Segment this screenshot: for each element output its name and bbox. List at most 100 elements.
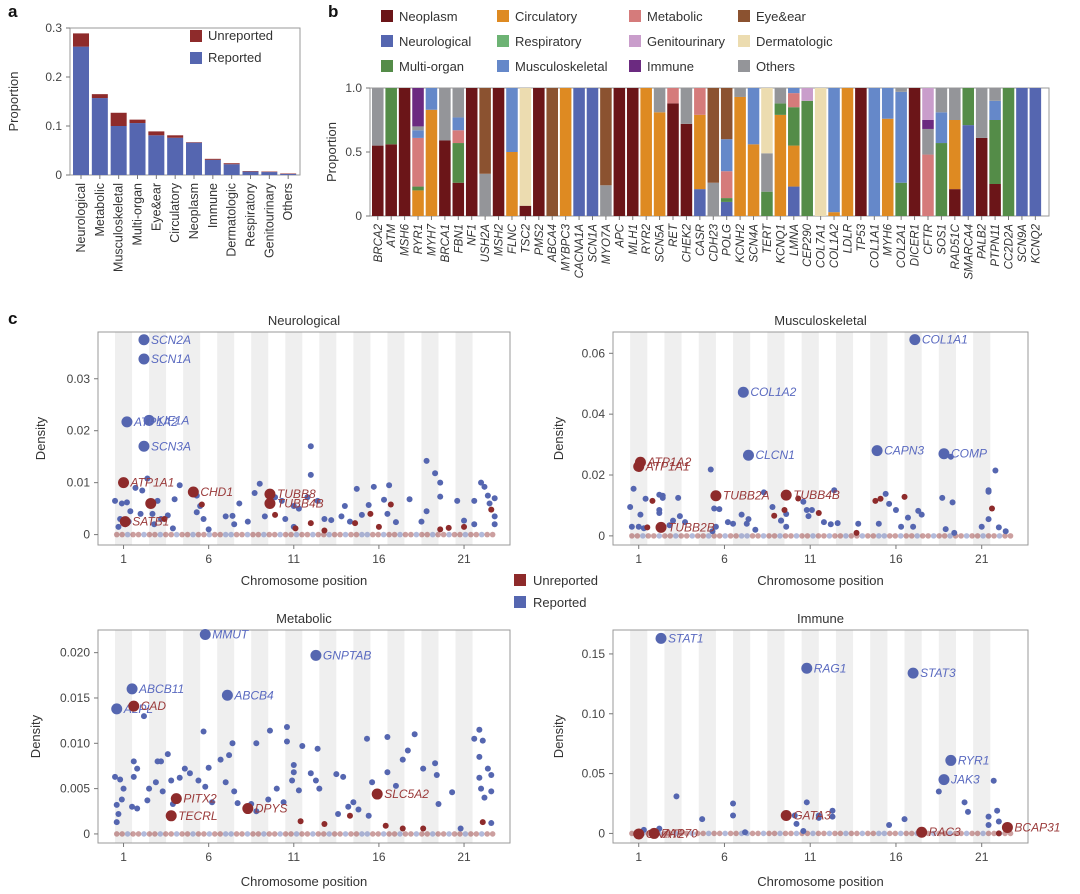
gene-label: SCN5A <box>655 224 667 263</box>
reported-point <box>471 521 478 528</box>
baseline-point <box>261 531 267 538</box>
bar-segment-circulatory <box>774 114 787 216</box>
highlighted-point <box>780 489 792 501</box>
bar-segment-multi-organ <box>774 103 787 115</box>
unreported-point <box>375 523 382 530</box>
reported-point <box>312 777 319 784</box>
reported-point <box>760 489 767 496</box>
legend-label: Dermatologic <box>756 34 833 49</box>
baseline-point <box>402 531 409 538</box>
baseline-point <box>113 531 120 538</box>
reported-point <box>168 777 175 784</box>
baseline-point <box>870 830 877 837</box>
y-tick-label: 0.02 <box>582 468 606 482</box>
reported-point <box>392 519 399 526</box>
bar-segment-musculoskeletal <box>720 139 733 172</box>
reported-point <box>404 747 411 754</box>
baseline-point <box>239 831 245 837</box>
unreported-point <box>995 830 1002 837</box>
bar-segment-multi-organ <box>385 88 397 145</box>
baseline-point <box>168 831 175 837</box>
bar-unreported <box>148 131 165 136</box>
reported-point <box>217 756 224 763</box>
reported-point <box>186 770 193 777</box>
legend-swatch-reported <box>514 596 526 608</box>
x-tick-label: 6 <box>721 552 728 566</box>
legend-label: Respiratory <box>515 34 582 49</box>
baseline-point <box>293 831 300 837</box>
gene-annotation: RYR1 <box>958 753 990 767</box>
x-tick-label: 1 <box>635 850 642 864</box>
baseline-point <box>282 531 289 538</box>
y-tick-label: 0.005 <box>60 782 90 796</box>
baseline-point <box>364 831 371 837</box>
gene-annotation: RAG1 <box>814 661 847 675</box>
reported-point <box>432 760 439 767</box>
baseline-point <box>837 533 844 539</box>
x-tick-label: 6 <box>205 850 212 864</box>
reported-point <box>200 728 207 735</box>
baseline-point <box>320 831 327 837</box>
reported-point <box>316 785 323 792</box>
x-tick-label: Eye&ear <box>149 183 163 231</box>
reported-point <box>146 785 153 792</box>
reported-point <box>471 497 478 504</box>
baseline-point <box>271 531 278 538</box>
legend-label: Neurological <box>399 34 471 49</box>
reported-point <box>892 507 899 514</box>
reported-point <box>985 488 992 495</box>
reported-point <box>226 752 233 759</box>
y-tick-label: 0.3 <box>45 21 62 35</box>
chromosome-band <box>630 630 648 843</box>
reported-point <box>278 497 285 504</box>
bar-segment-metabolic <box>788 93 800 108</box>
reported-point <box>209 799 216 806</box>
highlighted-point <box>138 334 150 346</box>
bar-segment-circulatory <box>841 88 854 216</box>
legend-swatch <box>738 10 750 22</box>
highlighted-point <box>742 449 754 461</box>
baseline-point <box>337 531 343 538</box>
baseline-point <box>168 531 175 538</box>
baseline-point <box>446 531 452 538</box>
reported-point <box>642 495 649 502</box>
baseline-point <box>451 831 458 837</box>
baseline-point <box>462 831 469 837</box>
chromosome-band <box>421 332 439 545</box>
legend-label: Circulatory <box>515 9 578 24</box>
baseline-point <box>119 531 125 538</box>
baseline-point <box>386 831 392 837</box>
panel-b: b Neoplasm Circulatory Metabolic Eye&ear Neur… <box>324 2 1050 280</box>
reported-point <box>338 513 345 520</box>
unreported-point <box>307 520 314 527</box>
reported-point <box>295 787 302 794</box>
gene-annotation: TUBB8 <box>277 487 316 501</box>
baseline-point <box>141 531 147 538</box>
bar-segment-neoplasm <box>908 88 921 216</box>
bar-segment-neoplasm <box>372 145 384 216</box>
chromosome-band <box>455 332 473 545</box>
y-tick-label: 0 <box>598 826 605 840</box>
reported-point <box>964 808 971 815</box>
reported-point <box>875 520 882 527</box>
bar-segment-multi-organ <box>761 191 773 216</box>
baseline-point <box>700 830 707 837</box>
x-tick-label: 16 <box>889 850 903 864</box>
highlighted-point <box>655 632 667 644</box>
bar-segment-others <box>452 88 465 118</box>
bar-segment-eye-ear <box>720 88 733 140</box>
gene-label: RYR2 <box>641 223 653 254</box>
gene-annotation: DPYS <box>255 802 288 816</box>
gene-annotation: BCAP31 <box>1014 820 1060 834</box>
gene-annotation: SCN3A <box>151 439 191 453</box>
baseline-point <box>277 531 283 538</box>
highlighted-point <box>143 414 155 426</box>
reported-point <box>939 494 946 501</box>
reported-point <box>742 829 749 836</box>
gene-annotation: STAT1 <box>668 631 704 645</box>
reported-point <box>676 513 683 520</box>
baseline-point <box>810 830 816 837</box>
y-tick-label: 0 <box>83 827 90 841</box>
highlighted-point <box>916 826 928 838</box>
